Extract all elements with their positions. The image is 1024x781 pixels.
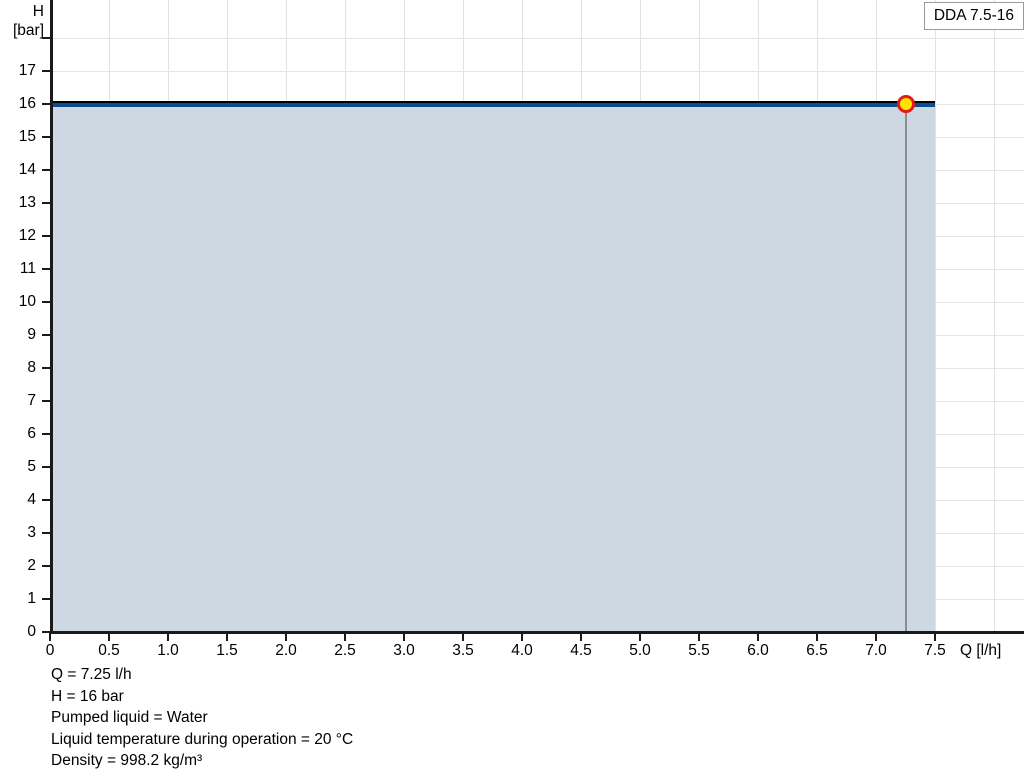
y-axis-tick-label: 16 — [18, 95, 36, 112]
x-axis-tick — [108, 632, 110, 641]
x-axis-line — [50, 631, 1024, 634]
annotation-line: Q = 7.25 l/h — [51, 666, 132, 683]
y-axis-title: H [bar] — [0, 2, 44, 40]
x-axis-title: Q [l/h] — [960, 642, 1002, 659]
y-axis-title-symbol: H — [32, 3, 44, 20]
y-axis-tick-label: 5 — [27, 458, 36, 475]
x-axis-tick — [875, 632, 877, 641]
annotation-line: Liquid temperature during operation = 20… — [51, 730, 354, 748]
x-axis-tick-label: 2.5 — [334, 642, 356, 659]
y-axis-tick — [42, 103, 51, 105]
y-axis-tick — [42, 268, 51, 270]
x-axis-tick — [816, 632, 818, 641]
x-axis-tick — [639, 632, 641, 641]
y-axis-line — [50, 0, 53, 633]
y-axis-tick — [42, 400, 51, 402]
x-axis-tick — [757, 632, 759, 641]
gridline-v — [935, 0, 936, 632]
y-axis-tick — [42, 301, 51, 303]
x-axis-tick-label: 4.0 — [511, 642, 533, 659]
performance-curve — [50, 103, 935, 107]
y-axis-tick-label: 3 — [27, 524, 36, 541]
x-axis-tick — [344, 632, 346, 641]
x-axis-tick — [285, 632, 287, 641]
y-axis-tick-label: 12 — [18, 227, 36, 244]
annotation-line: Density = 998.2 kg/m³ — [51, 752, 203, 770]
y-axis-tick-label: 13 — [18, 194, 36, 211]
y-axis-title-unit: [bar] — [12, 22, 44, 39]
y-axis-tick-label: 9 — [27, 326, 36, 343]
y-axis-tick — [42, 70, 51, 72]
y-axis-tick — [42, 532, 51, 534]
y-axis-tick-label: 4 — [27, 491, 36, 508]
plot-area — [50, 0, 1024, 632]
y-axis-tick-label: 14 — [18, 161, 36, 178]
y-axis-tick — [42, 466, 51, 468]
x-axis-tick-label: 3.0 — [393, 642, 415, 659]
x-axis-tick — [934, 632, 936, 641]
y-axis-tick-label: 17 — [18, 62, 36, 79]
y-axis-tick-label: 1 — [27, 590, 36, 607]
x-axis-tick-label: 5.0 — [629, 642, 651, 659]
y-axis-tick-label: 0 — [27, 623, 36, 640]
x-axis-tick — [698, 632, 700, 641]
y-axis-tick — [42, 235, 51, 237]
y-axis-tick — [42, 598, 51, 600]
x-axis-tick — [403, 632, 405, 641]
annotation-line: H = 16 bar — [51, 687, 124, 705]
legend-label: DDA 7.5-16 — [933, 7, 1014, 24]
x-axis-tick-label: 5.5 — [688, 642, 710, 659]
gridline-v — [994, 0, 995, 632]
x-axis-tick-label: 6.0 — [747, 642, 769, 659]
annotation-line: Pumped liquid = Water — [51, 709, 208, 727]
y-axis-tick-label: 7 — [27, 392, 36, 409]
duty-point-marker[interactable] — [896, 95, 915, 113]
legend-box: DDA 7.5-16 — [923, 2, 1024, 30]
x-axis-tick-label: 3.5 — [452, 642, 474, 659]
y-axis-tick-label: 6 — [27, 425, 36, 442]
y-axis-tick — [42, 367, 51, 369]
x-axis-tick — [462, 632, 464, 641]
y-axis-tick — [42, 136, 51, 138]
duty-point-dropline — [904, 104, 907, 632]
y-axis-tick — [42, 565, 51, 567]
y-axis-tick-label: 15 — [18, 128, 36, 145]
y-axis-tick-label: 2 — [27, 557, 36, 574]
x-axis-tick-label: 7.5 — [924, 642, 946, 659]
y-axis-tick — [42, 334, 51, 336]
y-axis-tick — [42, 169, 51, 171]
y-axis-tick — [42, 202, 51, 204]
x-axis-tick-label: 0.5 — [98, 642, 120, 659]
y-axis-tick-label: 8 — [27, 359, 36, 376]
y-axis-tick — [42, 37, 51, 39]
y-axis-tick — [42, 499, 51, 501]
x-axis-tick-label: 4.5 — [570, 642, 592, 659]
y-axis-tick — [42, 433, 51, 435]
x-axis-tick — [167, 632, 169, 641]
x-axis-tick — [521, 632, 523, 641]
y-axis-tick — [42, 631, 51, 633]
x-axis-tick-label: 2.0 — [275, 642, 297, 659]
x-axis-tick-label: 1.5 — [216, 642, 238, 659]
y-axis-tick-label: 11 — [19, 260, 36, 277]
x-axis-tick-label: 7.0 — [865, 642, 887, 659]
x-axis-tick — [580, 632, 582, 641]
gridline-h — [50, 38, 1024, 39]
x-axis-tick — [49, 632, 51, 641]
x-axis-tick — [226, 632, 228, 641]
performance-curve-outline — [50, 101, 935, 103]
x-axis-tick-label: 1.0 — [157, 642, 179, 659]
operating-range-area — [50, 104, 935, 632]
gridline-h — [50, 71, 1024, 72]
x-axis-tick-label: 6.5 — [806, 642, 828, 659]
x-axis-tick-label: 0 — [45, 642, 55, 659]
annotation-block: Q = 7.25 l/h H = 16 bar Pumped liquid = Wa… — [51, 664, 353, 772]
y-axis-tick-label: 10 — [18, 293, 36, 310]
